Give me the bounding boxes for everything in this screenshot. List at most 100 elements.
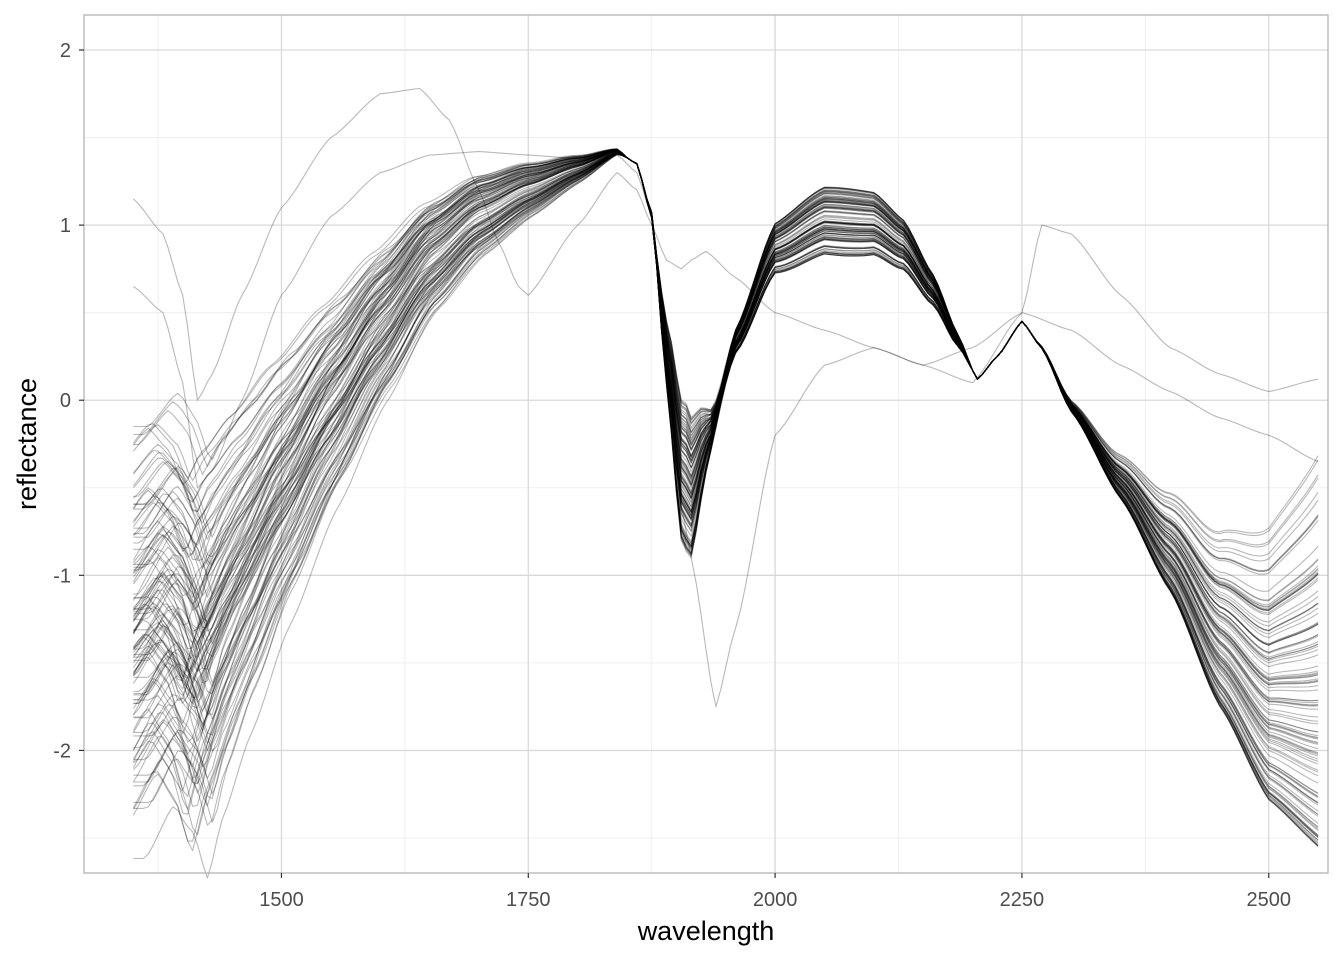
spectrum-line	[132, 151, 1319, 697]
spectrum-line	[132, 151, 1319, 755]
spectrum-line	[133, 148, 1319, 706]
spectrum-line	[132, 152, 1319, 798]
x-tick-label: 1750	[506, 889, 551, 911]
spectrum-line	[132, 152, 1319, 852]
spectrum-line	[133, 152, 1319, 839]
spectrum-line	[133, 152, 1319, 756]
spectrum-line	[132, 151, 1319, 704]
x-tick-label: 2500	[1247, 889, 1292, 911]
spectrum-line	[133, 150, 1319, 622]
spectrum-line	[133, 149, 1319, 639]
spectrum-line	[133, 151, 1319, 702]
spectrum-line	[133, 150, 1319, 804]
spectrum-line	[133, 148, 1319, 743]
spectrum-line	[133, 150, 1319, 687]
spectrum-line	[132, 152, 1319, 754]
spectrum-line	[132, 150, 1319, 797]
spectrum-line	[133, 149, 1319, 830]
spectrum-line	[133, 151, 1319, 836]
spectrum-line	[133, 150, 1319, 684]
spectrum-line	[133, 149, 1319, 757]
spectrum-line	[132, 152, 1319, 838]
spectrum-line	[133, 148, 1319, 660]
spectrum-line	[132, 150, 1319, 804]
spectrum-line	[132, 149, 1319, 679]
y-tick-label: 0	[60, 390, 71, 412]
spectrum-line	[133, 149, 1319, 575]
spectrum-line	[132, 149, 1319, 771]
spectrum-line	[132, 152, 1319, 841]
spectrum-line	[133, 148, 1319, 824]
spectrum-line	[133, 150, 1319, 600]
spectrum-line	[133, 150, 1319, 653]
spectrum-line	[132, 152, 1319, 815]
spectrum-line	[133, 149, 1319, 732]
spectrum-line	[133, 153, 1319, 779]
y-axis-ticks: -2 -1 0 1 2	[53, 40, 84, 762]
spectrum-line	[133, 149, 1319, 608]
spectrum-line	[133, 149, 1319, 832]
panel-border	[83, 14, 1329, 874]
spectrum-line	[132, 149, 1319, 646]
spectrum-line	[132, 151, 1319, 828]
spectrum-line	[133, 151, 1319, 733]
spectrum-line	[132, 152, 1319, 847]
spectrum-line	[132, 148, 1319, 672]
spectrum-line	[132, 149, 1319, 733]
spectrum-line	[133, 153, 1319, 879]
spectrum-line	[133, 153, 1319, 712]
spectrum-line	[132, 149, 1319, 848]
spectrum-line	[132, 148, 1319, 777]
spectrum-line	[133, 151, 1319, 847]
spectrum-line	[132, 153, 1319, 684]
spectrum-line	[133, 152, 1319, 795]
spectrum-line	[132, 153, 1319, 681]
spectrum-line	[133, 152, 1319, 794]
spectrum-line	[133, 149, 1319, 611]
spectrum-line	[132, 148, 1319, 762]
spectrum-line	[132, 153, 1319, 704]
y-axis-title: reflectance	[12, 378, 42, 510]
spectrum-line	[132, 150, 1319, 738]
spectrum-line	[132, 149, 1319, 623]
spectrum-line	[132, 152, 1319, 798]
spectrum-line	[133, 149, 1319, 837]
spectrum-line	[133, 152, 1319, 768]
spectrum-line	[133, 153, 1319, 807]
spectrum-line	[132, 148, 1319, 812]
x-axis-ticks: 1500 1750 2000 2250 2500	[259, 873, 1291, 911]
spectrum-line	[132, 152, 1319, 632]
spectrum-line	[132, 148, 1319, 706]
spectrum-line	[132, 151, 1319, 810]
spectrum-line	[133, 150, 1319, 847]
spectrum-line	[132, 149, 1319, 651]
spectrum-line	[132, 152, 1319, 661]
spectrum-line	[133, 153, 1319, 815]
y-tick-label: -2	[53, 740, 71, 762]
spectrum-line	[133, 151, 1319, 823]
spectrum-line	[132, 148, 1319, 664]
spectrum-line	[132, 150, 1319, 681]
spectrum-line	[133, 153, 1319, 752]
spectrum-line	[132, 149, 1319, 735]
spectrum-line	[132, 153, 1319, 740]
spectrum-line	[132, 149, 1319, 799]
x-tick-label: 2000	[753, 889, 798, 911]
spectrum-line	[132, 148, 1319, 612]
spectrum-line	[133, 148, 1319, 684]
spectrum-line	[133, 148, 1319, 702]
spectrum-line	[133, 148, 1319, 614]
spectrum-line	[133, 148, 1319, 837]
spectrum-line	[132, 149, 1319, 686]
spectrum-line	[132, 150, 1319, 784]
spectrum-line	[132, 152, 1319, 722]
spectrum-line	[133, 149, 1319, 684]
spectrum-line	[132, 150, 1319, 646]
spectrum-line	[132, 151, 1319, 745]
spectrum-line	[133, 152, 1319, 726]
grid	[84, 15, 1328, 873]
spectrum-line	[133, 150, 1319, 817]
spectrum-line	[133, 152, 1319, 718]
y-tick-label: -1	[53, 565, 71, 587]
